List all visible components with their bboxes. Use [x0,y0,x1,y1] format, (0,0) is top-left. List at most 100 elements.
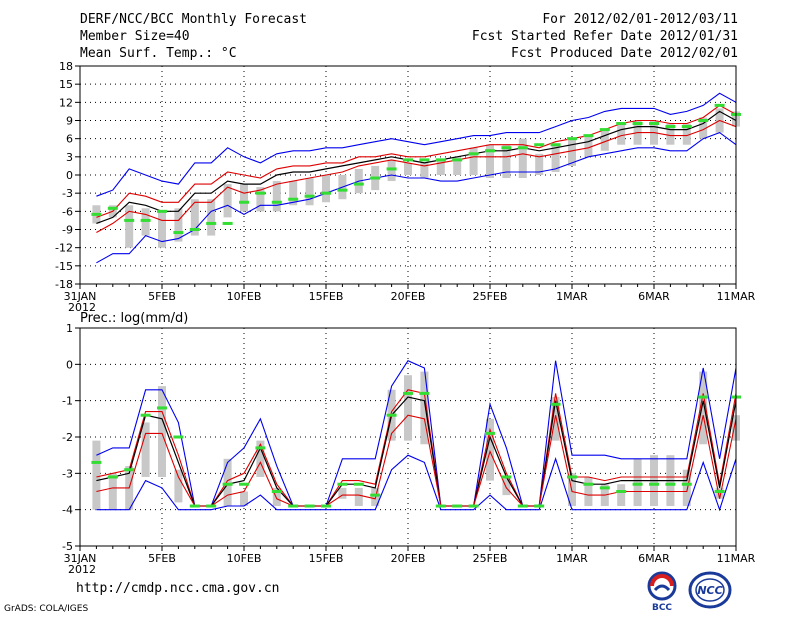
p1-spread-box [256,187,265,212]
p1-spread-box [469,147,478,175]
p2-series-min [96,454,737,512]
p1-spread-box [551,144,560,172]
p2-xtick-label: 20FEB [391,552,426,565]
p2-ytick-label: 1 [66,322,73,335]
p2-spread-box [699,371,708,445]
p1-ytick-label: 18 [59,60,73,73]
p2-ytick-label: -2 [62,431,73,444]
p1-series-min [96,131,737,264]
ncc-logo-text: NCC [697,584,722,597]
p2-spread-box [486,418,494,481]
p2-spread-box [584,476,593,507]
p2-spread-box [633,458,642,507]
p1-xtick-label: 6MAR [638,290,670,303]
p2-spread-box [715,487,724,499]
p2-spread-box [420,371,429,445]
p2-spread-box [272,487,281,507]
p2-spread-box [617,484,626,507]
p2-ytick-label: 0 [66,358,73,371]
p1-spread-box [272,181,281,212]
p1-ytick-label: 15 [59,78,73,91]
p1-spread-box [666,123,675,145]
p1-series-upper [96,104,737,218]
bcc-logo: BCC [647,571,677,612]
p1-ytick-label: -9 [62,224,73,237]
p1-spread-box [502,144,511,179]
p1-ytick-label: 0 [66,169,73,182]
p1-spread-box [190,199,199,236]
p1-xtick-label: 5FEB [148,290,176,303]
p2-xtick-label: 6MAR [638,552,670,565]
p1-spread-box [158,211,166,248]
p1-year-label: 2012 [68,301,96,314]
p1-xtick-label: 31JAN [64,290,97,303]
forecast-produced-date: Fcst Produced Date 2012/02/01 [511,46,738,61]
p1-spread-box [387,159,396,182]
forecast-period: For 2012/02/01-2012/03/11 [542,12,738,27]
p2-xtick-label: 15FEB [309,552,344,565]
p1-ytick-label: -18 [55,278,73,291]
p2-spread-box [502,476,511,496]
p1-series-max [96,92,737,197]
p2-spread-box [354,487,363,507]
p2-spread-box [551,397,560,441]
website-url[interactable]: http://cmdp.ncc.cma.gov.cn [76,581,280,596]
p1-series-mean [96,110,737,224]
p1-spread-box [125,205,134,248]
p2-xtick-label: 1MAR [556,552,588,565]
p1-spread-box [600,129,609,151]
p1-spread-box [617,123,626,145]
p2-ytick-label: -1 [62,395,73,408]
p1-spread-box [322,175,330,203]
p2-xtick-label: 31JAN [64,552,97,565]
p1-ytick-label: -12 [55,242,73,255]
p2-title: Prec.: log(mm/d) [80,311,188,326]
p2-xtick-label: 5FEB [148,552,176,565]
p1-spread-box [305,178,314,206]
p1-ytick-label: -3 [62,187,73,200]
p1-ytick-label: 3 [66,151,73,164]
variable-label: Mean Surf. Temp.: °C [80,46,237,61]
p1-xtick-label: 1MAR [556,290,588,303]
p2-spread-box [108,473,117,510]
member-size: Member Size=40 [80,29,190,44]
p1-xtick-label: 20FEB [391,290,426,303]
chart-title: DERF/NCC/BCC Monthly Forecast [80,12,307,27]
p1-xtick-label: 25FEB [473,290,508,303]
forecast-start-date: Fcst Started Refer Date 2012/01/31 [471,29,738,44]
p2-xtick-label: 10FEB [227,552,262,565]
p1-spread-box [453,156,462,175]
p1-spread-box [486,144,494,179]
p1-spread-box [420,162,429,179]
p2-spread-box [158,386,166,477]
p1-spread-box [404,162,412,175]
p1-spread-box [174,208,183,242]
p1-spread-box [289,181,298,206]
p1-spread-box [699,117,708,139]
ncc-logo: NCC [688,571,732,609]
p2-spread-box [240,491,248,507]
p2-ytick-label: -3 [62,467,73,480]
p2-spread-box [404,375,412,441]
p2-xtick-label: 25FEB [473,552,508,565]
p1-spread-box [240,184,248,212]
p1-ytick-label: 6 [66,133,73,146]
p2-spread-box [174,469,183,503]
p1-xtick-label: 11MAR [717,290,756,303]
p1-ytick-label: 9 [66,115,73,128]
p1-series-lower [96,119,737,233]
p1-spread-box [518,138,527,179]
p1-spread-box [535,153,544,175]
p1-spread-box [568,138,576,166]
p1-spread-box [682,123,691,145]
p2-spread-box [256,440,265,477]
p2-spread-box [141,422,150,477]
grads-credit: GrADS: COLA/IGES [4,604,89,614]
p2-spread-box [682,469,691,507]
p1-spread-box [436,159,445,175]
p2-series-lower [96,414,737,507]
p1-ytick-label: -6 [62,205,73,218]
p1-spread-box [207,199,216,236]
p2-ytick-label: -5 [62,540,73,553]
